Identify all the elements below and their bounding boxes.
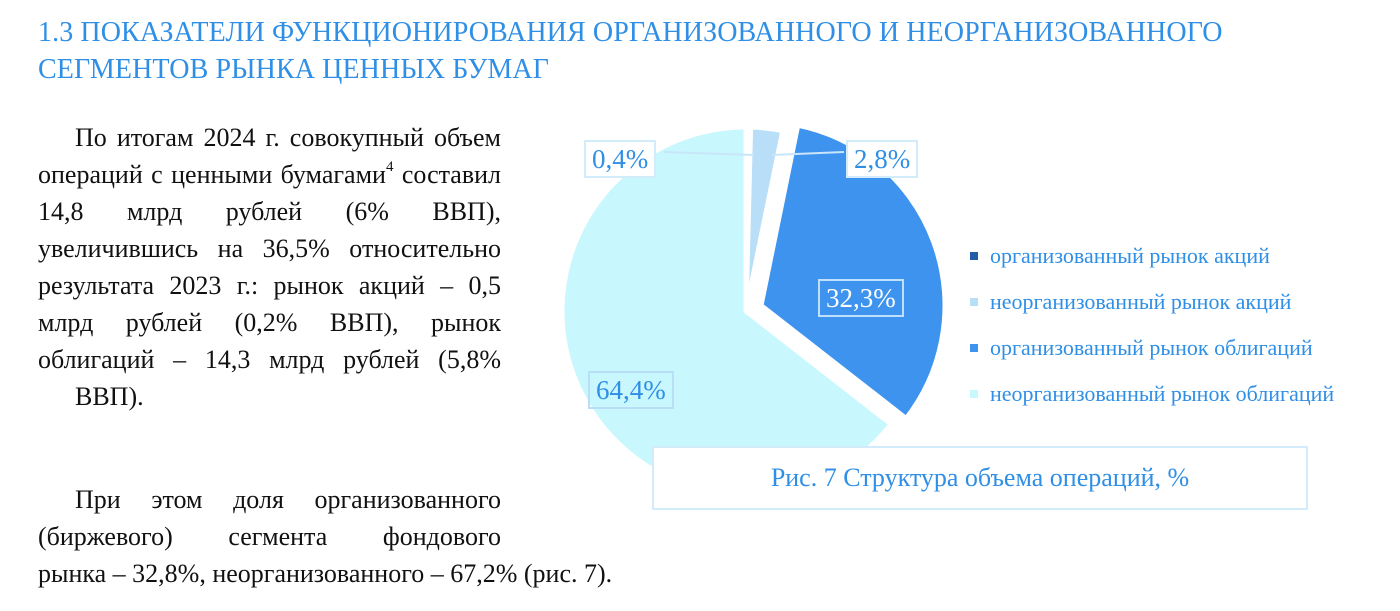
legend-label-org-shares: организованный рынок акций — [990, 243, 1270, 268]
pie-slice-unorg-shares — [743, 125, 786, 314]
legend-swatch-unorg-bonds — [970, 390, 978, 398]
chart-legend: организованный рынок акций неорганизован… — [970, 233, 1334, 417]
slice-label-unorg-shares: 2,8% — [846, 140, 919, 178]
legend-label-org-bonds: организованный рынок облигаций — [990, 335, 1313, 360]
leader-line-unorg-shares — [771, 151, 845, 156]
section-heading: 1.3 ПОКАЗАТЕЛИ ФУНКЦИОНИРОВАНИЯ ОРГАНИЗО… — [38, 14, 1368, 88]
legend-item-unorg-bonds: неорганизованный рынок облигаций — [970, 371, 1334, 417]
slice-label-unorg-bonds: 64,4% — [588, 371, 674, 409]
paragraph-1-text-a: По итогам 2024 г. совокупный объем опера… — [38, 123, 501, 189]
pie-slice-org-bonds — [758, 125, 948, 422]
slice-label-org-shares: 0,4% — [584, 140, 657, 178]
paragraph-segment-share-tail: рынка – 32,8%, неорганизованного – 67,2%… — [38, 559, 613, 588]
paragraph-1-text-b: составил 14,8 млрд рублей (6% ВВП), увел… — [38, 160, 501, 374]
legend-item-unorg-shares: неорганизованный рынок акций — [970, 279, 1334, 325]
legend-item-org-bonds: организованный рынок облигаций — [970, 325, 1334, 371]
legend-swatch-org-bonds — [970, 344, 978, 352]
paragraph-segment-share: При этом доля организованного (биржевого… — [38, 481, 501, 555]
paragraph-operations-volume: По итогам 2024 г. совокупный объем опера… — [38, 119, 501, 415]
leader-line-org-shares — [663, 151, 755, 156]
legend-swatch-org-shares — [970, 252, 978, 260]
section-heading-line-2: СЕГМЕНТОВ РЫНКА ЦЕННЫХ БУМАГ — [38, 54, 549, 85]
legend-swatch-unorg-shares — [970, 298, 978, 306]
section-heading-line-1: 1.3 ПОКАЗАТЕЛИ ФУНКЦИОНИРОВАНИЯ ОРГАНИЗО… — [38, 17, 1223, 48]
legend-label-unorg-bonds: неорганизованный рынок облигаций — [990, 381, 1335, 406]
footnote-marker[interactable]: 4 — [385, 159, 394, 176]
slice-label-org-bonds: 32,3% — [818, 279, 904, 317]
legend-item-org-shares: организованный рынок акций — [970, 233, 1334, 279]
figure-caption: Рис. 7 Структура объема операций, % — [652, 446, 1308, 510]
pie-chart — [560, 125, 948, 498]
paragraph-1-last-line: ВВП). — [75, 382, 144, 411]
paragraph-2-text: При этом доля организованного (биржевого… — [38, 485, 501, 551]
legend-label-unorg-shares: неорганизованный рынок акций — [990, 289, 1292, 314]
